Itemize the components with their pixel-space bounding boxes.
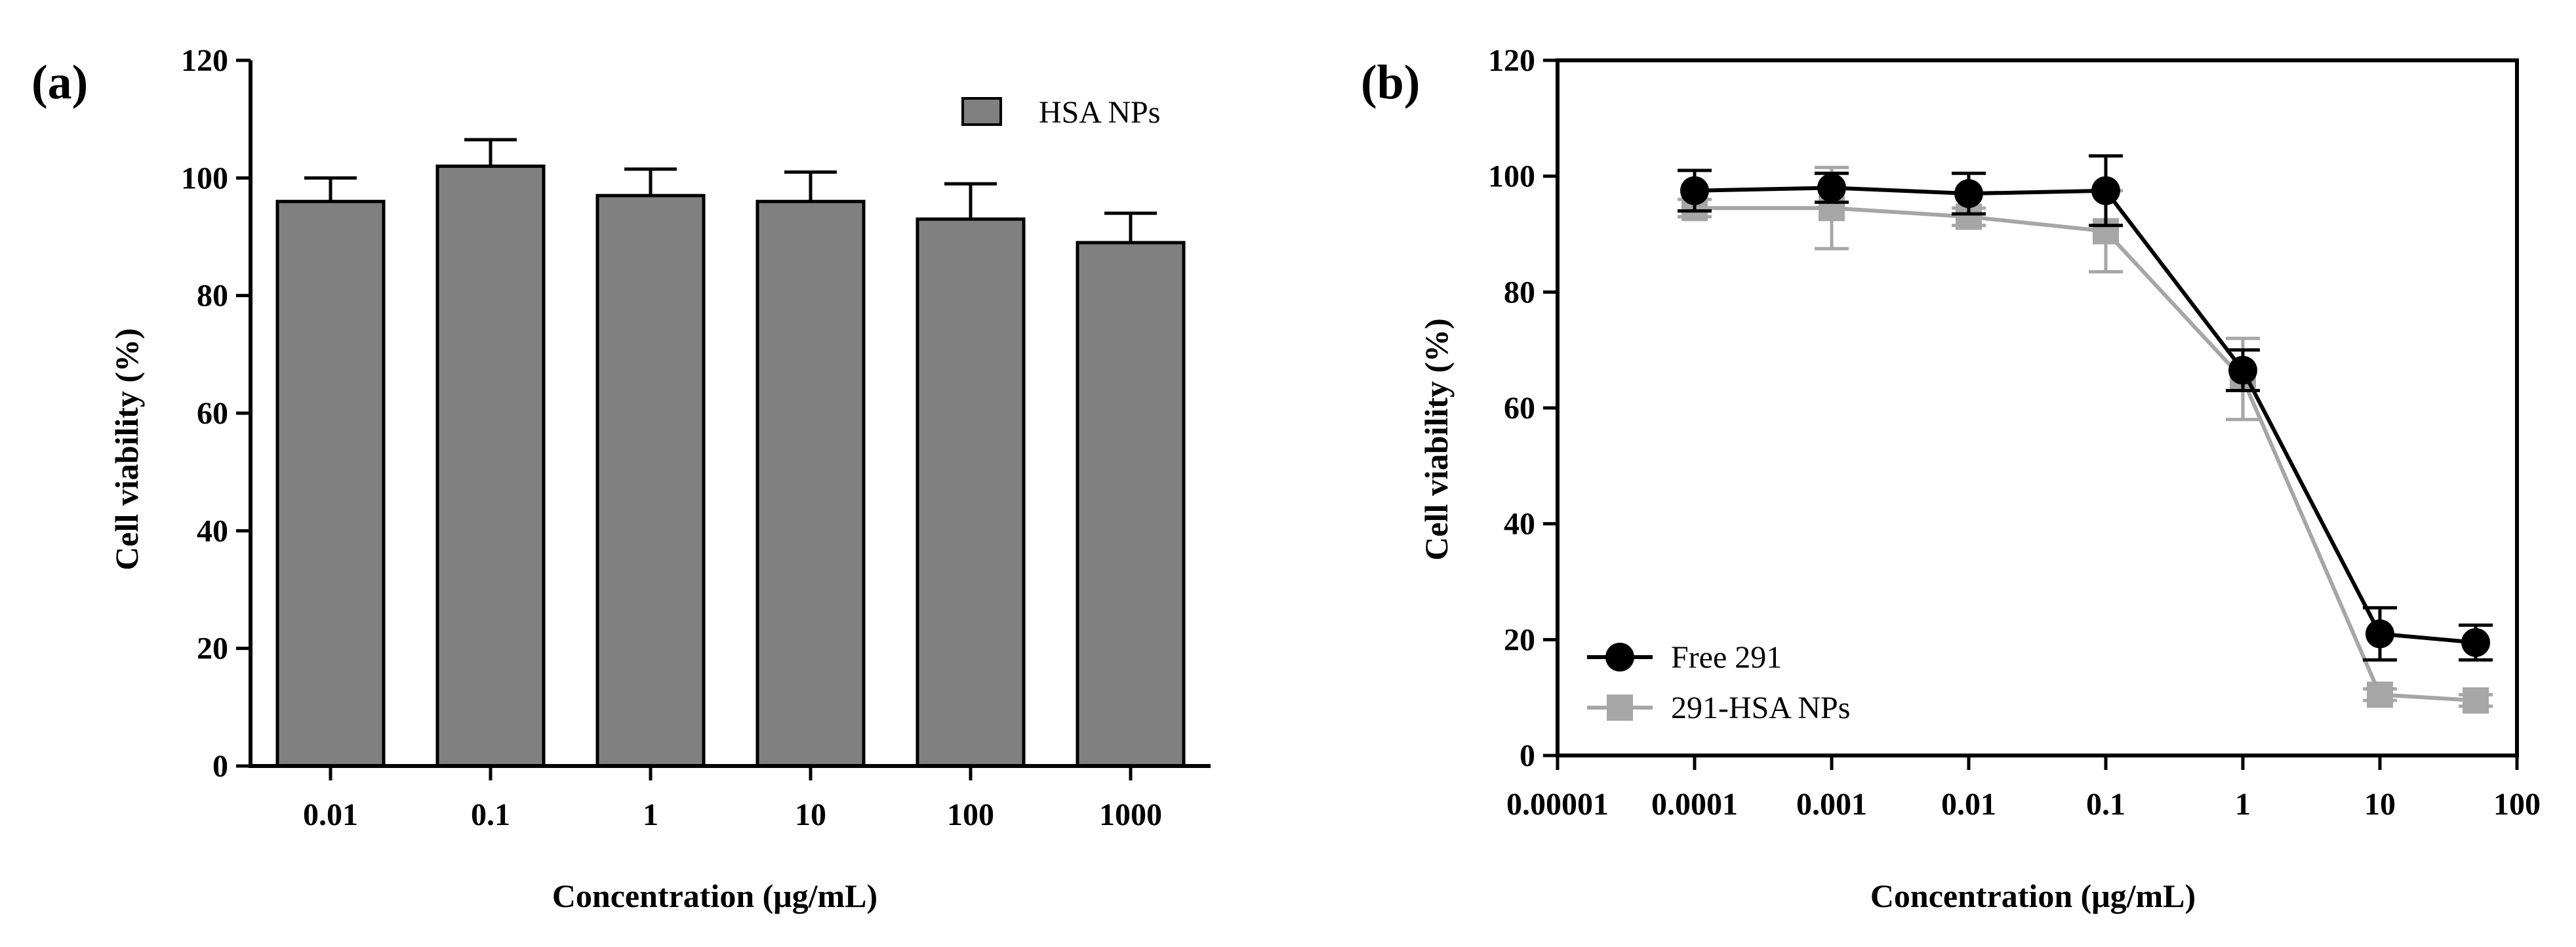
bar-1: [595, 193, 706, 768]
point-free-291-4: [2228, 355, 2257, 385]
chart-b-ylabel: Cell viability (%): [1418, 318, 1455, 560]
chart-a-xlabel: Concentration (μg/mL): [552, 877, 877, 914]
legend-label-free-291: Free 291: [1671, 640, 1782, 675]
legend-label-hsa-nps: HSA NPs: [1039, 95, 1160, 130]
y-tick-label-a-20: 20: [197, 632, 228, 666]
y-tick-label-b-0: 0: [1519, 738, 1535, 773]
chart-b-series: [1678, 154, 2493, 714]
chart-a-ylabel: Cell viability (%): [108, 328, 145, 570]
y-tick-label-a-40: 40: [197, 514, 228, 548]
x-tick-label-b-0.001: 0.001: [1796, 787, 1867, 822]
x-tick-label-a-0.01: 0.01: [303, 797, 358, 832]
x-tick-label-b-1: 1: [2235, 787, 2251, 822]
point-free-291-2: [1954, 179, 1983, 209]
point-291-hsa-nps-5: [2367, 681, 2393, 708]
x-tick-label-a-1000: 1000: [1099, 797, 1162, 832]
legend-marker-free-291: [1605, 643, 1634, 672]
chart-b-axes: [1556, 58, 2519, 757]
chart-b: 0 20 40 60 80 100 120 0.00001 0.0001 0.001 0.01 0.1…: [1418, 43, 2541, 914]
y-tick-label-b-100: 100: [1488, 159, 1535, 194]
point-free-291-1: [1817, 173, 1846, 203]
legend-marker-291-hsa-nps: [1607, 695, 1633, 721]
y-tick-label-a-120: 120: [181, 43, 228, 78]
y-tick-label-b-120: 120: [1488, 43, 1535, 78]
y-tick-label-b-60: 60: [1504, 391, 1535, 426]
series-line-free-291: [1694, 186, 2476, 645]
legend-swatch-hsa-nps: [961, 97, 1002, 126]
bar-1000: [1076, 241, 1186, 768]
y-tick-label-b-20: 20: [1504, 622, 1535, 657]
x-tick-label-a-1: 1: [643, 797, 658, 832]
x-tick-label-b-0.00001: 0.00001: [1506, 787, 1609, 822]
chart-a-legend: HSA NPs: [961, 95, 1160, 130]
x-tick-label-b-10: 10: [2364, 787, 2396, 822]
y-tick-label-a-0: 0: [212, 749, 228, 784]
bar-10: [755, 199, 866, 768]
legend-label-291-hsa-nps: 291-HSA NPs: [1671, 691, 1850, 725]
x-tick-label-b-0.1: 0.1: [2086, 787, 2125, 822]
x-tick-label-a-100: 100: [947, 797, 994, 832]
panel-label-b: (b): [1361, 56, 1420, 110]
point-free-291-6: [2461, 628, 2491, 657]
bar-0.1: [435, 164, 546, 768]
chart-b-ticks: 0 20 40 60 80 100 120 0.00001 0.0001 0.001 0.01 0.1…: [1488, 43, 2541, 822]
point-291-hsa-nps-6: [2463, 687, 2489, 714]
chart-a-axes: [249, 60, 1211, 768]
x-tick-label-a-0.1: 0.1: [471, 797, 510, 832]
bar-100: [916, 217, 1026, 768]
bar-0.01: [275, 199, 386, 768]
series-line-291-hsa-nps: [1695, 206, 2476, 703]
point-free-291-5: [2365, 619, 2394, 649]
y-tick-label-a-60: 60: [197, 396, 228, 431]
x-tick-label-b-0.0001: 0.0001: [1651, 787, 1738, 822]
point-free-291-3: [2091, 176, 2120, 205]
chart-a-bars: [275, 138, 1186, 768]
y-tick-label-b-80: 80: [1504, 275, 1535, 310]
x-tick-label-a-10: 10: [795, 797, 826, 832]
y-tick-label-a-80: 80: [197, 279, 228, 313]
chart-b-legend: Free 291 291-HSA NPs: [1587, 640, 1850, 725]
y-tick-label-a-100: 100: [181, 161, 228, 195]
panel-label-a: (a): [31, 56, 88, 110]
chart-b-xlabel: Concentration (μg/mL): [1870, 877, 2196, 914]
chart-a: 0 20 40 60 80 100 120 0.01 0.1 1 10 100 1000 Cell vi…: [108, 43, 1211, 914]
chart-a-ticks: 0 20 40 60 80 100 120 0.01 0.1 1 10 100 1000: [181, 43, 1162, 832]
plot-frame-b: [1556, 58, 2519, 757]
point-free-291-0: [1680, 176, 1709, 205]
x-tick-label-b-0.01: 0.01: [1941, 787, 1996, 822]
x-tick-label-b-100: 100: [2493, 787, 2541, 822]
y-tick-label-b-40: 40: [1504, 507, 1535, 542]
